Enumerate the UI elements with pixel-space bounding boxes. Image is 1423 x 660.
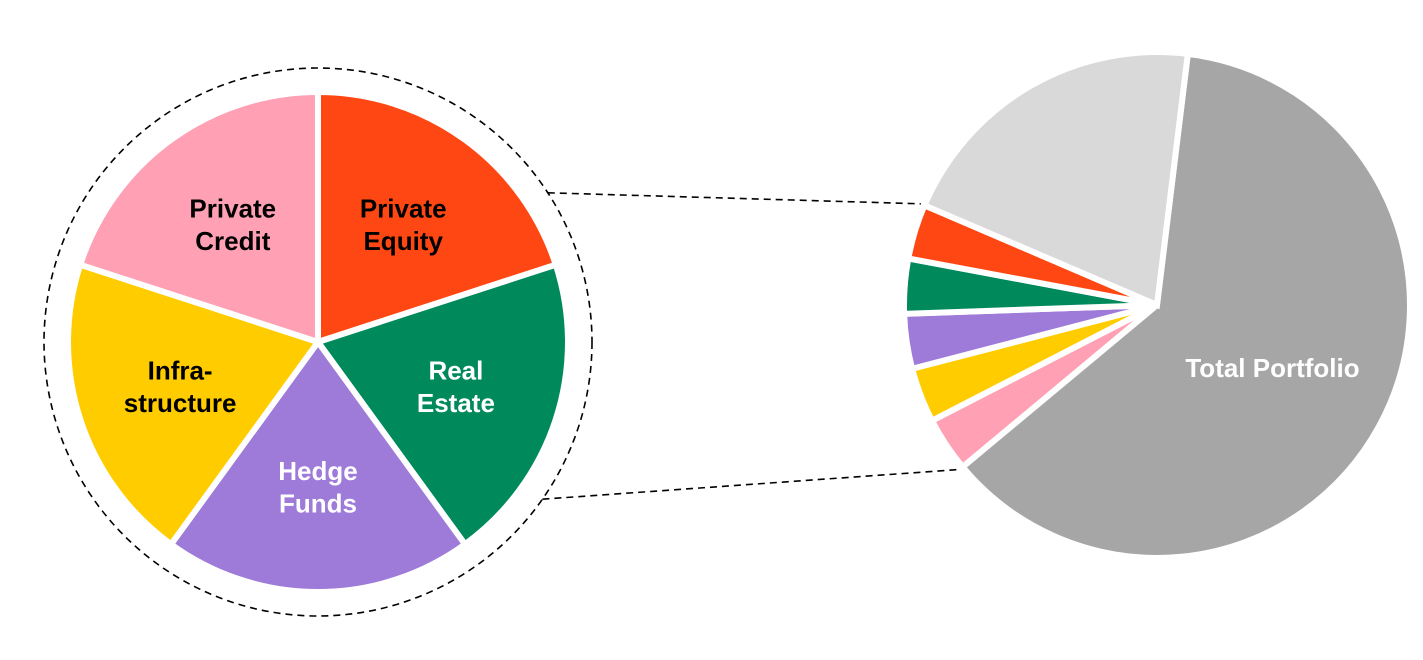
connector-line-bottom	[542, 468, 960, 500]
detail-pie: Private Equity Real Estate Hedge Funds Infra-s…	[65, 88, 571, 595]
detail-label-hedge-funds: Hedge Funds	[278, 456, 357, 518]
detail-slice-private-credit	[76, 88, 321, 347]
detail-label-private-credit: Private Credit	[189, 194, 276, 256]
detail-slice-infra-structure	[65, 260, 323, 549]
total-slice-total-portfolio	[958, 50, 1413, 561]
detail-slice-private-equity	[315, 88, 560, 347]
connector-line-top	[547, 192, 921, 205]
total-label-total-portfolio: Total Portfolio	[1185, 353, 1359, 383]
connector-layer	[43, 67, 960, 617]
detail-label-private-equity: Private Equity	[360, 194, 447, 256]
detail-slice-hedge-funds	[166, 336, 470, 595]
detail-slice-real-estate	[313, 260, 571, 549]
total-portfolio-pie: Total Portfolio	[901, 49, 1413, 561]
zoom-circle-outline	[43, 67, 593, 617]
detail-label-infra-structure: Infra-structure	[124, 356, 237, 419]
detail-label-real-estate: Real Estate	[417, 356, 495, 419]
total-slice-slice-7	[920, 49, 1192, 310]
